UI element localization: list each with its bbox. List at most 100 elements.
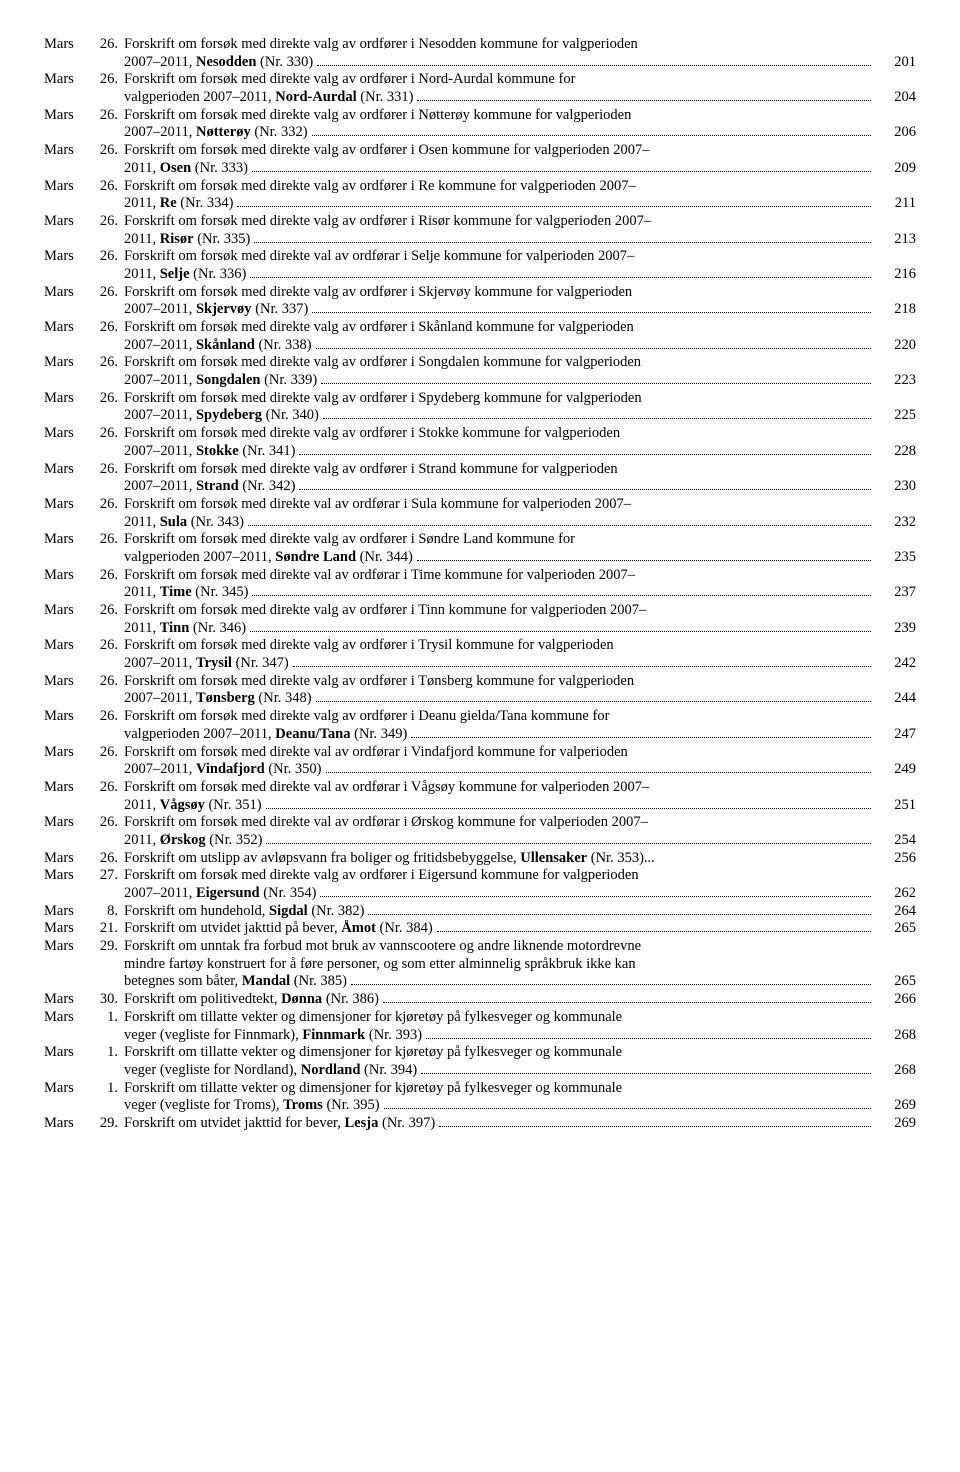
page-number: 223 xyxy=(876,372,916,390)
day-cell: 1. xyxy=(88,1044,124,1062)
day-cell: 26. xyxy=(88,71,124,89)
leader-dots xyxy=(299,446,871,455)
month-cell: Mars xyxy=(44,867,88,885)
page-number: 239 xyxy=(876,620,916,638)
month-cell: Mars xyxy=(44,319,88,337)
toc-row: Mars26.Forskrift om forsøk med direkte v… xyxy=(44,213,916,231)
toc-row: Mars26.Forskrift om forsøk med direkte v… xyxy=(44,637,916,655)
entry-text: Forskrift om forsøk med direkte valg av … xyxy=(124,673,634,691)
entry-text: 2007–2011, Strand (Nr. 342) xyxy=(124,478,295,496)
text-cell: 2011, Vågsøy (Nr. 351) xyxy=(124,797,876,815)
leader-dots xyxy=(312,127,871,136)
toc-row: Mars26.Forskrift om forsøk med direkte v… xyxy=(44,496,916,514)
page-number: 228 xyxy=(876,443,916,461)
bold-name: Nord-Aurdal xyxy=(275,89,356,105)
bold-name: Tinn xyxy=(160,620,190,636)
day-cell: 27. xyxy=(88,867,124,885)
day-cell: 26. xyxy=(88,36,124,54)
day-cell: 26. xyxy=(88,107,124,125)
bold-name: Sula xyxy=(160,514,187,530)
text-cell: 2011, Time (Nr. 345) xyxy=(124,584,876,602)
entry-text: Forskrift om forsøk med direkte valg av … xyxy=(124,36,638,54)
text-cell: mindre fartøy konstruert for å føre pers… xyxy=(124,956,876,974)
toc-row: veger (vegliste for Troms), Troms (Nr. 3… xyxy=(44,1097,916,1115)
text-cell: Forskrift om tillatte vekter og dimensjo… xyxy=(124,1044,876,1062)
month-cell: Mars xyxy=(44,496,88,514)
toc-row: 2007–2011, Trysil (Nr. 347)242 xyxy=(44,655,916,673)
text-cell: 2007–2011, Skånland (Nr. 338) xyxy=(124,337,876,355)
toc-row: 2011, Selje (Nr. 336)216 xyxy=(44,266,916,284)
entry-text: valgperioden 2007–2011, Søndre Land (Nr.… xyxy=(124,549,413,567)
leader-dots xyxy=(383,994,871,1003)
text-cell: Forskrift om forsøk med direkte valg av … xyxy=(124,213,876,231)
day-cell: 26. xyxy=(88,178,124,196)
text-cell: 2011, Ørskog (Nr. 352) xyxy=(124,832,876,850)
toc-row: 2011, Risør (Nr. 335)213 xyxy=(44,231,916,249)
text-cell: Forskrift om utvidet jakttid for bever, … xyxy=(124,1115,876,1133)
month-cell: Mars xyxy=(44,1009,88,1027)
page-number: 225 xyxy=(876,407,916,425)
leader-dots xyxy=(320,888,871,897)
month-cell: Mars xyxy=(44,637,88,655)
bold-name: Time xyxy=(160,584,192,600)
text-cell: 2007–2011, Songdalen (Nr. 339) xyxy=(124,372,876,390)
leader-dots xyxy=(384,1100,871,1109)
month-cell: Mars xyxy=(44,248,88,266)
text-cell: betegnes som båter, Mandal (Nr. 385) xyxy=(124,973,876,991)
day-cell: 26. xyxy=(88,850,124,868)
toc-row: 2011, Re (Nr. 334)211 xyxy=(44,195,916,213)
entry-text: 2007–2011, Nøtterøy (Nr. 332) xyxy=(124,124,308,142)
toc-row: Mars26.Forskrift om forsøk med direkte v… xyxy=(44,142,916,160)
entry-text: betegnes som båter, Mandal (Nr. 385) xyxy=(124,973,347,991)
leader-dots xyxy=(250,623,871,632)
bold-name: Strand xyxy=(196,478,239,494)
toc-row: 2011, Vågsøy (Nr. 351)251 xyxy=(44,797,916,815)
toc-row: Mars26.Forskrift om forsøk med direkte v… xyxy=(44,461,916,479)
bold-name: Dønna xyxy=(281,991,322,1007)
toc-row: Mars26.Forskrift om forsøk med direkte v… xyxy=(44,107,916,125)
entry-text: Forskrift om forsøk med direkte val av o… xyxy=(124,248,634,266)
toc-row: Mars26.Forskrift om forsøk med direkte v… xyxy=(44,319,916,337)
entry-text: Forskrift om hundehold, Sigdal (Nr. 382) xyxy=(124,903,364,921)
bold-name: Osen xyxy=(160,160,191,176)
entry-text: 2007–2011, Skjervøy (Nr. 337) xyxy=(124,301,308,319)
text-cell: Forskrift om forsøk med direkte val av o… xyxy=(124,814,876,832)
day-cell: 26. xyxy=(88,354,124,372)
bold-name: Nesodden xyxy=(196,54,256,70)
toc-row: Mars8.Forskrift om hundehold, Sigdal (Nr… xyxy=(44,903,916,921)
entry-text: 2007–2011, Eigersund (Nr. 354) xyxy=(124,885,316,903)
toc-row: 2011, Tinn (Nr. 346) 239 xyxy=(44,620,916,638)
bold-name: Selje xyxy=(160,266,190,282)
text-cell: Forskrift om forsøk med direkte valg av … xyxy=(124,107,876,125)
text-cell: Forskrift om forsøk med direkte valg av … xyxy=(124,390,876,408)
entry-text: Forskrift om forsøk med direkte valg av … xyxy=(124,284,632,302)
entry-text: Forskrift om forsøk med direkte valg av … xyxy=(124,71,575,89)
leader-dots xyxy=(439,1118,871,1127)
leader-dots xyxy=(351,976,871,985)
text-cell: Forskrift om forsøk med direkte valg av … xyxy=(124,71,876,89)
toc-row: Mars21.Forskrift om utvidet jakttid på b… xyxy=(44,920,916,938)
leader-dots xyxy=(237,198,871,207)
text-cell: veger (vegliste for Troms), Troms (Nr. 3… xyxy=(124,1097,876,1115)
text-cell: Forskrift om forsøk med direkte valg av … xyxy=(124,867,876,885)
entry-text: Forskrift om tillatte vekter og dimensjo… xyxy=(124,1080,622,1098)
leader-dots xyxy=(254,234,871,243)
page-number: 211 xyxy=(876,195,916,213)
entry-text: Forskrift om forsøk med direkte valg av … xyxy=(124,213,651,231)
table-of-contents: Mars26.Forskrift om forsøk med direkte v… xyxy=(44,36,916,1133)
toc-row: Mars26.Forskrift om forsøk med direkte v… xyxy=(44,36,916,54)
page-number: 266 xyxy=(876,991,916,1009)
day-cell: 26. xyxy=(88,779,124,797)
toc-row: valgperioden 2007–2011, Nord-Aurdal (Nr.… xyxy=(44,89,916,107)
entry-text: Forskrift om forsøk med direkte valg av … xyxy=(124,390,642,408)
toc-row: Mars26.Forskrift om forsøk med direkte v… xyxy=(44,71,916,89)
text-cell: Forskrift om forsøk med direkte val av o… xyxy=(124,744,876,762)
toc-row: 2007–2011, Nesodden (Nr. 330)201 xyxy=(44,54,916,72)
page-number: 249 xyxy=(876,761,916,779)
text-cell: valgperioden 2007–2011, Deanu/Tana (Nr. … xyxy=(124,726,876,744)
entry-text: 2011, Tinn (Nr. 346) xyxy=(124,620,246,638)
entry-text: Forskrift om forsøk med direkte val av o… xyxy=(124,814,648,832)
toc-row: Mars1.Forskrift om tillatte vekter og di… xyxy=(44,1044,916,1062)
leader-dots xyxy=(266,800,871,809)
month-cell: Mars xyxy=(44,178,88,196)
